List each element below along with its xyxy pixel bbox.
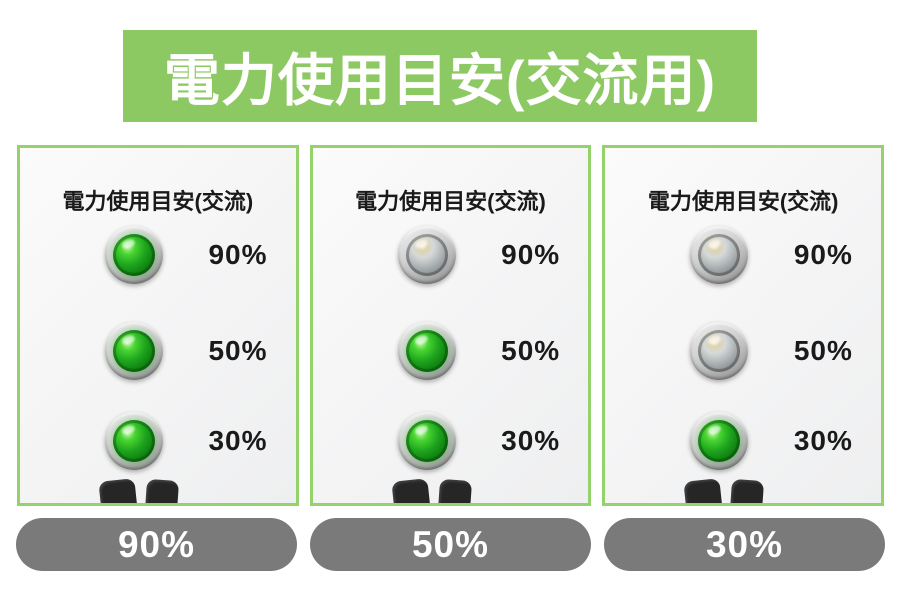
led-dome bbox=[113, 420, 155, 462]
led-30-indicator-icon bbox=[397, 412, 456, 470]
led-dome bbox=[113, 330, 155, 372]
led-dome bbox=[405, 420, 448, 462]
plug-prong bbox=[391, 478, 431, 503]
meter-panels-row: 電力使用目安(交流) 90% 50% 30% 電力使用目安(交流) bbox=[17, 145, 885, 506]
led-50-indicator-icon bbox=[690, 322, 749, 380]
plug-prongs-icon bbox=[671, 476, 781, 503]
plug-prong bbox=[144, 478, 180, 503]
led-90-indicator-icon bbox=[397, 226, 456, 284]
led-50-indicator-icon bbox=[105, 322, 163, 380]
led-dome bbox=[405, 234, 448, 276]
led-dome bbox=[113, 234, 155, 276]
led-dome bbox=[405, 330, 448, 372]
plug-prong bbox=[730, 478, 765, 503]
led-dome bbox=[698, 330, 741, 372]
plug-prong bbox=[98, 478, 138, 503]
led-row-50: 50% bbox=[605, 319, 881, 383]
led-label: 30% bbox=[501, 425, 561, 456]
led-label: 50% bbox=[208, 335, 268, 366]
led-90-indicator-icon bbox=[105, 226, 163, 284]
led-label: 30% bbox=[208, 425, 268, 456]
panel-title: 電力使用目安(交流) bbox=[647, 189, 839, 214]
led-30-indicator-icon bbox=[105, 412, 163, 470]
header-banner: 電力使用目安(交流用) bbox=[123, 30, 757, 122]
led-label: 50% bbox=[793, 335, 853, 366]
meter-panel-30: 電力使用目安(交流) 90% 50% 30% bbox=[602, 145, 885, 506]
plug-prongs-icon bbox=[379, 476, 489, 503]
usage-badges-row: 90% 50% 30% bbox=[16, 518, 885, 571]
led-90-indicator-icon bbox=[690, 226, 749, 284]
led-label: 30% bbox=[793, 425, 853, 456]
usage-badge-90: 90% bbox=[16, 518, 297, 571]
panel-title: 電力使用目安(交流) bbox=[355, 189, 546, 214]
led-row-90: 90% bbox=[605, 223, 881, 287]
led-row-90: 90% bbox=[313, 223, 589, 287]
panel-title: 電力使用目安(交流) bbox=[62, 189, 254, 214]
led-row-30: 30% bbox=[605, 409, 881, 473]
led-dome bbox=[698, 234, 741, 276]
page-title: 電力使用目安(交流用) bbox=[163, 48, 717, 112]
led-row-50: 50% bbox=[20, 319, 296, 383]
meter-panel-90: 電力使用目安(交流) 90% 50% 30% bbox=[17, 145, 299, 506]
plug-prong bbox=[683, 478, 723, 503]
usage-badge-30: 30% bbox=[604, 518, 885, 571]
led-label: 90% bbox=[208, 239, 268, 270]
led-row-90: 90% bbox=[20, 223, 296, 287]
led-label: 90% bbox=[793, 239, 853, 270]
led-50-indicator-icon bbox=[397, 322, 456, 380]
led-row-30: 30% bbox=[20, 409, 296, 473]
plug-prong bbox=[437, 478, 472, 503]
led-label: 50% bbox=[501, 335, 561, 366]
led-row-50: 50% bbox=[313, 319, 589, 383]
led-dome bbox=[698, 420, 741, 462]
led-30-indicator-icon bbox=[690, 412, 749, 470]
meter-panel-50: 電力使用目安(交流) 90% 50% 30% bbox=[309, 145, 592, 506]
led-label: 90% bbox=[501, 239, 561, 270]
usage-badge-50: 50% bbox=[310, 518, 591, 571]
led-row-30: 30% bbox=[313, 409, 589, 473]
plug-prongs-icon bbox=[86, 476, 196, 503]
